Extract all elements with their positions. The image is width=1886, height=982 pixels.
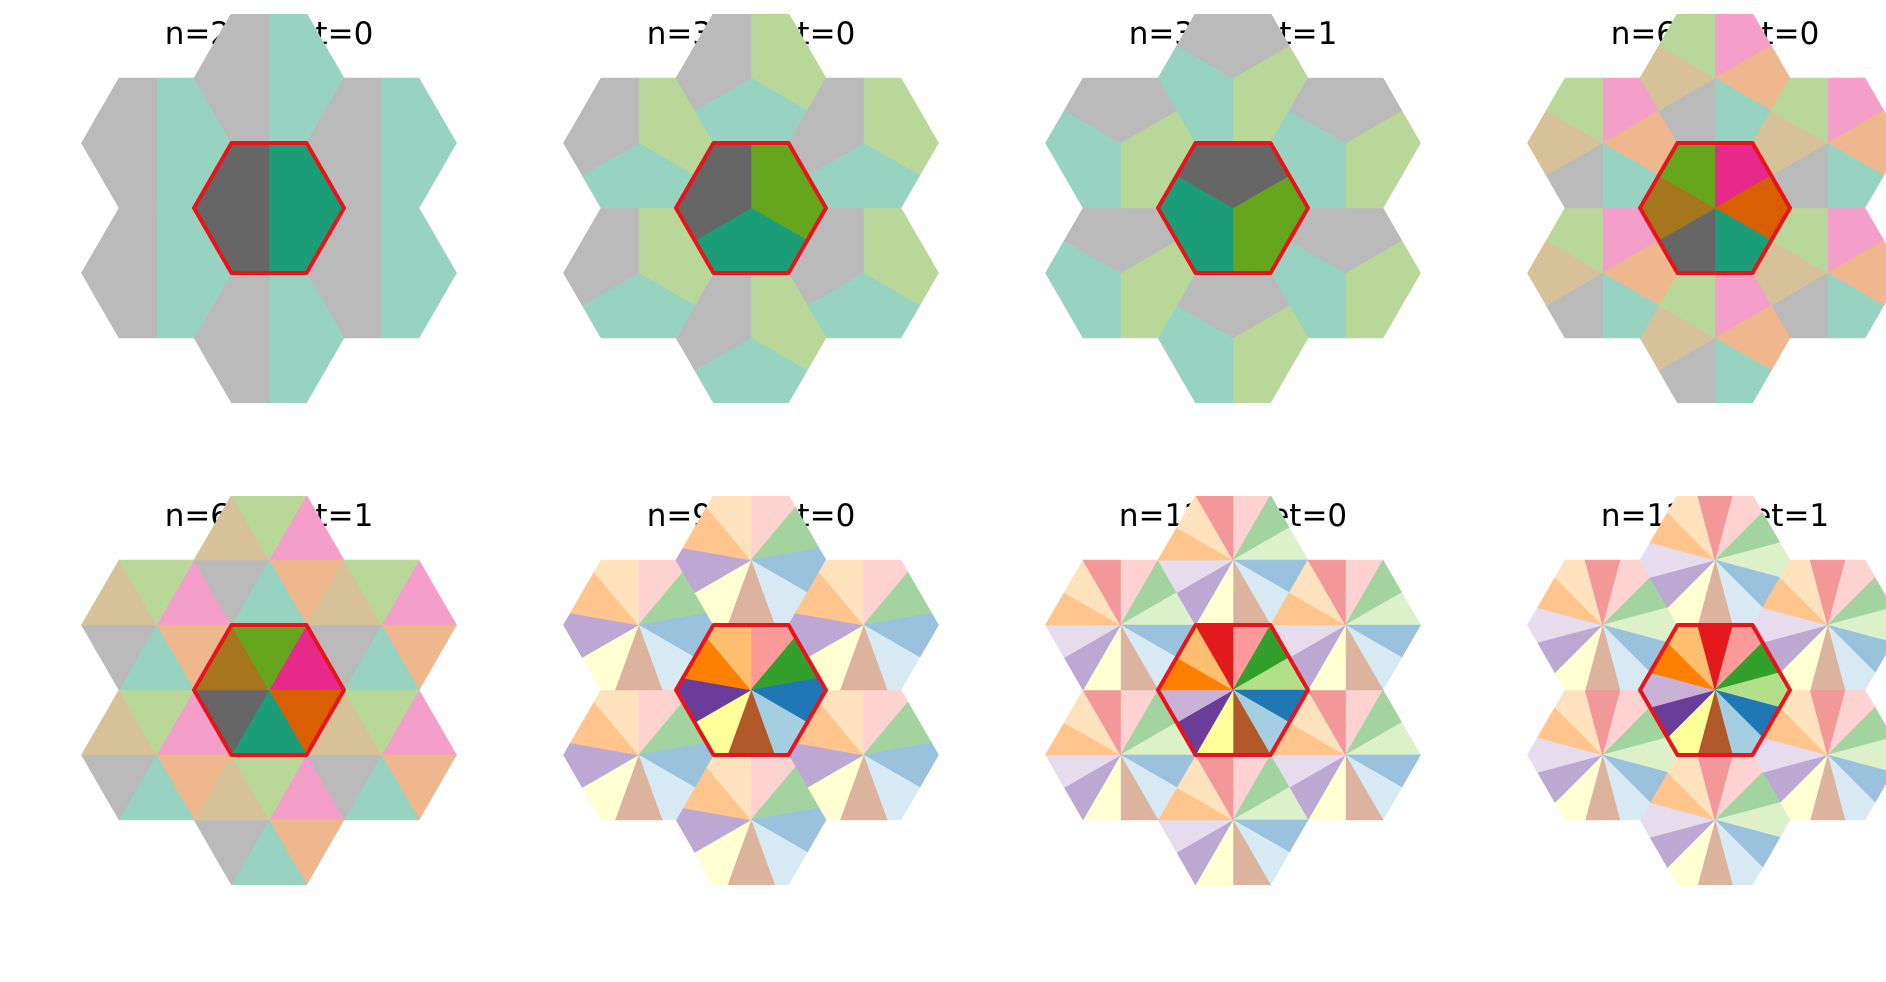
panel-n12-offset1: n=12 offset=1 [1475, 496, 1886, 976]
neighbor-hexagon [1269, 559, 1422, 691]
tile-wedge [1770, 77, 1828, 144]
hex-tiling-svg [1527, 14, 1886, 404]
center-hexagon [193, 624, 345, 756]
tile-wedge [118, 559, 195, 626]
neighbor-hexagon [1269, 689, 1422, 821]
neighbor-hexagon [1639, 496, 1791, 626]
center-hexagon-outline [192, 623, 346, 757]
panel-n6-offset0: n=6 offset=0 [1475, 14, 1886, 494]
panel-n12-offset0: n=12 offset=0 [993, 496, 1473, 976]
center-hexagon [1639, 142, 1791, 274]
tile-wedge [1307, 559, 1346, 627]
tile-wedge [788, 77, 864, 176]
center-hexagon-outline [1638, 623, 1792, 757]
center-hexagon-outline [192, 141, 346, 275]
panel-n9-offset0: n=9 offset=0 [511, 496, 991, 976]
neighbor-hexagon [1752, 207, 1886, 339]
tile-wedge [1063, 77, 1178, 144]
neighbor-hexagon [563, 77, 714, 209]
tile-wedge [381, 77, 457, 209]
neighbor-hexagon [305, 559, 458, 691]
tile-wedge [1082, 559, 1121, 627]
neighbor-hexagon [1527, 559, 1678, 691]
tile-wedge [81, 207, 157, 339]
tile-wedge [1176, 14, 1290, 79]
panel-n3-offset1: n=3 offset=1 [993, 14, 1473, 494]
tile-wedge [675, 14, 752, 111]
neighbor-hexagon [788, 207, 939, 339]
tile-wedge [1545, 77, 1603, 144]
neighbor-hexagon [1527, 207, 1678, 339]
center-hexagon-outline [1156, 623, 1310, 757]
tile-wedge [381, 207, 457, 339]
tile-wedge [1658, 14, 1716, 79]
center-hexagon [1157, 624, 1309, 756]
neighbor-hexagon [675, 754, 827, 886]
neighbor-hexagon [788, 77, 939, 209]
neighbor-hexagon [1045, 207, 1196, 339]
tile-wedge [1697, 496, 1733, 562]
neighbor-hexagon [788, 559, 939, 691]
center-hexagon-outline [674, 623, 828, 757]
center-hexagon [1157, 142, 1309, 274]
panel-n3-offset0: n=3 offset=0 [511, 14, 991, 494]
neighbor-hexagon [1157, 272, 1309, 404]
center-hexagon-outline [1156, 141, 1310, 275]
neighbor-hexagon [1270, 207, 1421, 339]
neighbor-hexagon [1752, 689, 1886, 821]
center-hexagon [1639, 624, 1791, 756]
neighbor-hexagon [1157, 14, 1309, 144]
tile-wedge [231, 496, 307, 561]
hex-tiling-svg [563, 496, 939, 886]
tile-wedge [1195, 496, 1234, 562]
center-hexagon-outline [674, 141, 828, 275]
neighbor-hexagon [1045, 77, 1196, 209]
neighbor-hexagon [563, 207, 714, 339]
tile-wedge [81, 77, 157, 209]
hex-tiling-svg [1527, 496, 1886, 886]
neighbor-hexagon [1270, 77, 1421, 209]
center-hexagon [675, 142, 827, 274]
hex-tiling-svg [563, 14, 939, 404]
neighbor-hexagon [675, 272, 827, 404]
tile-wedge [706, 496, 752, 561]
tile-wedge [818, 559, 864, 626]
neighbor-hexagon [193, 754, 345, 886]
neighbor-hexagon [1752, 559, 1886, 691]
tile-wedge [1288, 77, 1403, 144]
neighbor-hexagon [1639, 754, 1791, 886]
neighbor-hexagon [305, 689, 458, 821]
tile-wedge [1809, 559, 1846, 627]
tile-wedge [1584, 559, 1621, 627]
neighbor-hexagon [1527, 77, 1678, 209]
neighbor-hexagon [563, 689, 714, 821]
neighbor-hexagon [675, 14, 827, 144]
neighbor-hexagon [1157, 496, 1309, 626]
center-hexagon-outline [1638, 141, 1792, 275]
tile-wedge [343, 559, 420, 626]
neighbor-hexagon [80, 559, 233, 691]
neighbor-hexagon [193, 496, 345, 626]
neighbor-hexagon [80, 689, 233, 821]
tile-wedge [563, 77, 639, 176]
neighbor-hexagon [1157, 754, 1309, 886]
neighbor-hexagon [1752, 77, 1886, 209]
hex-tiling-svg [1045, 14, 1421, 404]
hex-tiling-svg [81, 14, 457, 404]
neighbor-hexagon [1527, 689, 1678, 821]
panel-n2-offset0: n=2 offset=0 [29, 14, 509, 494]
neighbor-hexagon [1044, 689, 1197, 821]
hex-tiling-svg [1044, 496, 1422, 886]
neighbor-hexagon [1639, 272, 1791, 404]
hex-tiling-svg [80, 496, 458, 886]
neighbor-hexagon [675, 496, 827, 626]
panel-n6-offset1: n=6 offset=1 [29, 496, 509, 976]
neighbor-hexagon [1044, 559, 1197, 691]
tile-wedge [593, 559, 639, 626]
tile-wedge [563, 207, 639, 306]
